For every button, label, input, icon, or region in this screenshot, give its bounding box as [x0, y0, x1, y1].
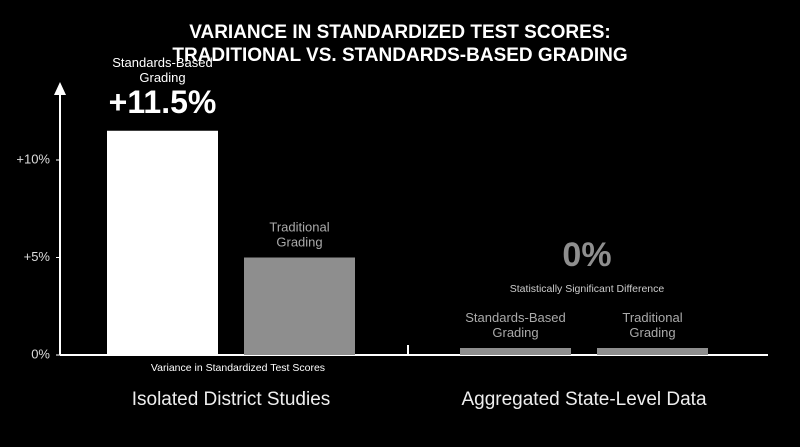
x-tick-label: Isolated District Studies	[132, 389, 331, 410]
y-axis-arrow	[54, 82, 66, 95]
y-tick-label: 0%	[31, 346, 50, 361]
bar-name-label: Traditional Grading	[622, 310, 682, 340]
value-label: +11.5%	[109, 84, 217, 120]
bar	[244, 257, 355, 355]
bar-name-label: Traditional Grading	[269, 220, 329, 250]
y-tick-label: +5%	[24, 249, 51, 264]
difference-label: 0%	[562, 236, 611, 274]
bar	[597, 348, 708, 355]
chart-title: VARIANCE IN STANDARDIZED TEST SCORES:	[189, 22, 611, 43]
bar	[107, 130, 218, 355]
y-tick-label: +10%	[16, 151, 50, 166]
bar	[460, 348, 571, 355]
bar-name-label: Standards-Based Grading	[112, 55, 212, 85]
difference-note: Statistically Significant Difference	[510, 283, 665, 295]
bar-name-label: Standards-Based Grading	[465, 310, 565, 340]
axis-label: Variance in Standardized Test Scores	[151, 362, 325, 374]
x-tick-label: Aggregated State-Level Data	[461, 389, 706, 410]
chart-title: TRADITIONAL VS. STANDARDS-BASED GRADING	[172, 45, 627, 66]
